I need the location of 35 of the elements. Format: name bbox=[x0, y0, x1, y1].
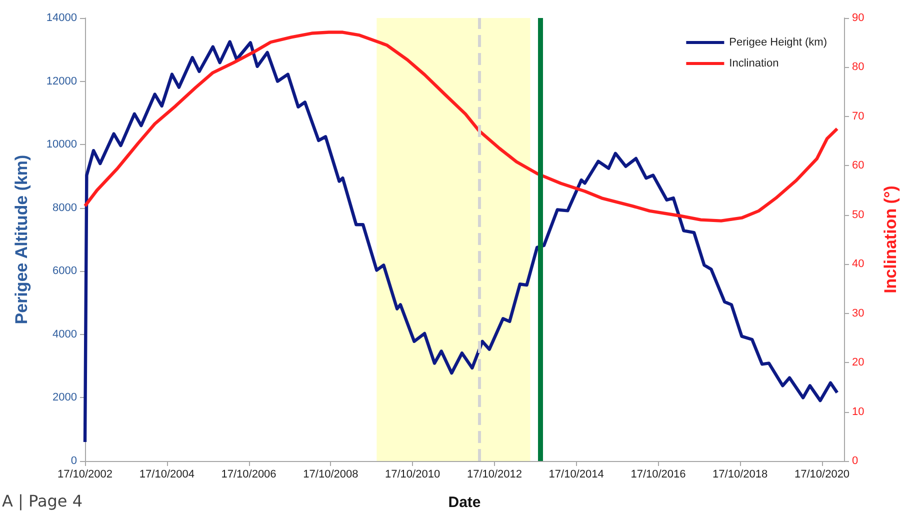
x-tick-label: 17/10/2018 bbox=[712, 468, 768, 480]
x-tick-label: 17/10/2010 bbox=[385, 468, 440, 480]
x-tick-label: 17/10/2020 bbox=[794, 468, 850, 480]
x-tick-label: 17/10/2006 bbox=[221, 468, 276, 480]
y-tick-label: 4000 bbox=[52, 328, 77, 340]
x-tick-label: 17/10/2002 bbox=[57, 468, 113, 480]
y2-tick-label: 60 bbox=[852, 160, 864, 172]
x-tick-label: 17/10/2008 bbox=[303, 468, 358, 480]
y2-tick-label: 90 bbox=[852, 12, 864, 24]
y-tick-label: 8000 bbox=[52, 202, 77, 214]
y2-tick-label: 70 bbox=[852, 110, 864, 122]
x-axis-title: Date bbox=[448, 494, 481, 511]
y2-tick-label: 30 bbox=[852, 307, 864, 320]
y2-tick-label: 0 bbox=[852, 455, 858, 467]
line-series bbox=[83, 30, 839, 222]
y2-tick-label: 50 bbox=[852, 208, 864, 221]
x-tick-label: 17/10/2014 bbox=[548, 468, 604, 480]
y-tick-label: 12000 bbox=[46, 75, 77, 88]
y2-tick-label: 80 bbox=[852, 61, 864, 74]
x-tick-label: 17/10/2012 bbox=[466, 468, 522, 480]
legend-label: Perigee Height (km) bbox=[729, 36, 828, 48]
legend-label: Inclination bbox=[729, 58, 779, 70]
y2-tick-label: 40 bbox=[852, 258, 864, 270]
text: A | Page 4 bbox=[2, 492, 83, 510]
y-tick-label: 2000 bbox=[52, 392, 77, 404]
x-tick-label: 17/10/2016 bbox=[630, 468, 686, 480]
y2-tick-label: 10 bbox=[852, 406, 864, 418]
y-tick-label: 10000 bbox=[46, 138, 77, 151]
y-axis-title: Perigee Altitude (km) bbox=[12, 154, 31, 324]
y-tick-label: 6000 bbox=[52, 265, 77, 278]
y-tick-label: 0 bbox=[70, 455, 77, 467]
x-tick-label: 17/10/2004 bbox=[139, 468, 194, 480]
y2-axis-title: Inclination (°) bbox=[881, 186, 900, 294]
y-tick-label: 14000 bbox=[46, 12, 77, 24]
y2-tick-label: 20 bbox=[852, 356, 864, 369]
